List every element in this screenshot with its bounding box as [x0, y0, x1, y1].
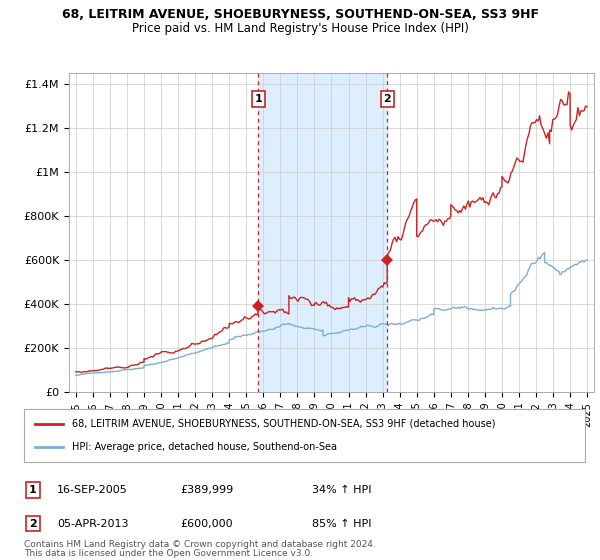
Text: £389,999: £389,999: [180, 485, 233, 495]
Text: 34% ↑ HPI: 34% ↑ HPI: [312, 485, 371, 495]
Text: 68, LEITRIM AVENUE, SHOEBURYNESS, SOUTHEND-ON-SEA, SS3 9HF (detached house): 68, LEITRIM AVENUE, SHOEBURYNESS, SOUTHE…: [71, 419, 495, 429]
Text: 2: 2: [383, 94, 391, 104]
Text: Price paid vs. HM Land Registry's House Price Index (HPI): Price paid vs. HM Land Registry's House …: [131, 22, 469, 35]
Text: 68, LEITRIM AVENUE, SHOEBURYNESS, SOUTHEND-ON-SEA, SS3 9HF: 68, LEITRIM AVENUE, SHOEBURYNESS, SOUTHE…: [62, 8, 539, 21]
Text: 16-SEP-2005: 16-SEP-2005: [57, 485, 128, 495]
Text: 1: 1: [254, 94, 262, 104]
Text: 1: 1: [29, 485, 37, 495]
Text: £600,000: £600,000: [180, 519, 233, 529]
Text: This data is licensed under the Open Government Licence v3.0.: This data is licensed under the Open Gov…: [24, 549, 313, 558]
Text: 05-APR-2013: 05-APR-2013: [57, 519, 128, 529]
Text: HPI: Average price, detached house, Southend-on-Sea: HPI: Average price, detached house, Sout…: [71, 442, 337, 452]
Bar: [259, 73, 387, 392]
Text: 2: 2: [29, 519, 37, 529]
Text: 85% ↑ HPI: 85% ↑ HPI: [312, 519, 371, 529]
Text: Contains HM Land Registry data © Crown copyright and database right 2024.: Contains HM Land Registry data © Crown c…: [24, 540, 376, 549]
